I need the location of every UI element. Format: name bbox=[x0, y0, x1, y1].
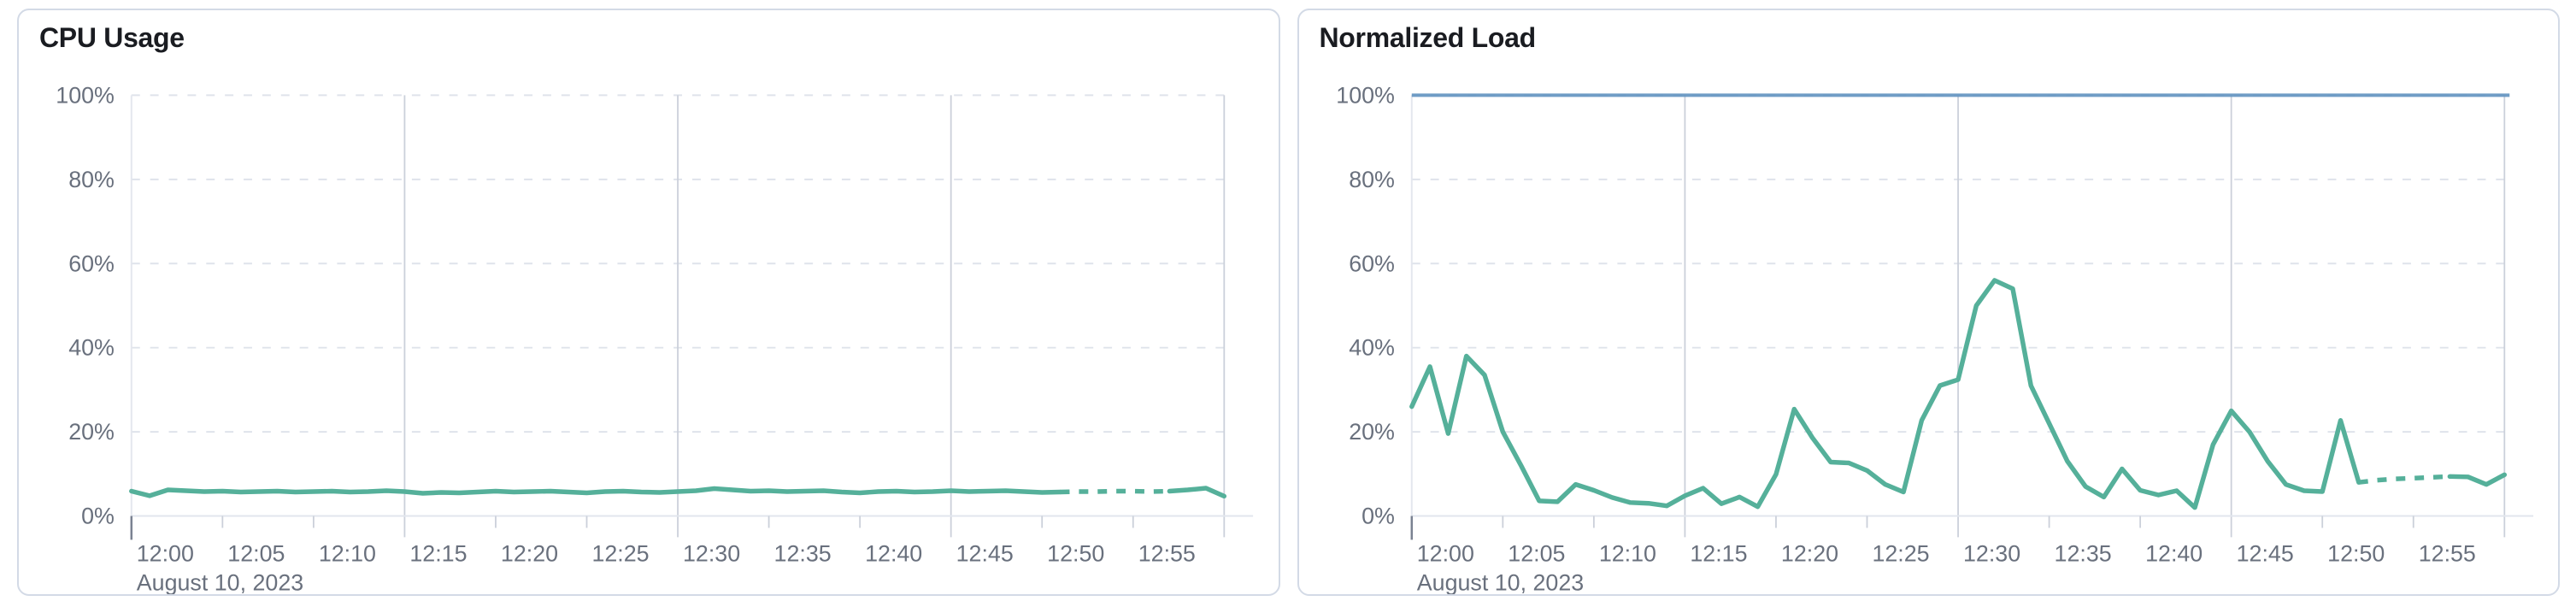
horizontal-gridlines bbox=[1411, 94, 2508, 433]
x-axis-labels: 12:00 12:05 12:10 12:15 12:20 12:25 12:30 12:35… bbox=[137, 541, 1196, 594]
x-axis bbox=[130, 515, 1254, 540]
horizontal-gridlines bbox=[131, 94, 1228, 433]
x-tick-label: 12:25 bbox=[591, 541, 649, 567]
x-tick-label: 12:55 bbox=[1138, 541, 1196, 567]
y-tick-label: 80% bbox=[68, 167, 115, 192]
x-tick-label: 12:45 bbox=[2236, 541, 2293, 567]
x-tick-label: 12:50 bbox=[2327, 541, 2385, 567]
y-tick-label: 0% bbox=[1362, 504, 1395, 529]
cpu-usage-card: CPU Usage 12:00 12:05 12:10 12:15 12:20 12:25… bbox=[17, 9, 1280, 596]
normalized-load-chart[interactable]: 12:00 12:05 12:10 12:15 12:20 12:25 12:30 12:35… bbox=[1299, 10, 2559, 594]
x-tick-label: 12:00 bbox=[1416, 541, 1473, 567]
x-tick-label: 12:35 bbox=[774, 541, 832, 567]
x-tick-label: 12:45 bbox=[956, 541, 1014, 567]
y-tick-label: 20% bbox=[1349, 419, 1395, 445]
x-tick-label: 12:15 bbox=[409, 541, 467, 567]
x-tick-label: 12:30 bbox=[683, 541, 740, 567]
x-tick-label: 12:10 bbox=[1598, 541, 1656, 567]
x-tick-label: 12:25 bbox=[1872, 541, 1929, 567]
y-tick-label: 20% bbox=[68, 419, 115, 445]
normalized-load-line bbox=[1409, 278, 2507, 510]
x-tick-label: 12:05 bbox=[227, 541, 285, 567]
x-axis bbox=[1410, 515, 2533, 540]
x-tick-label: 12:40 bbox=[2145, 541, 2203, 567]
cpu-usage-solid-segment bbox=[129, 486, 1063, 498]
y-tick-label: 80% bbox=[1349, 167, 1395, 192]
x-tick-label: 12:20 bbox=[501, 541, 558, 567]
x-axis-date-label: August 10, 2023 bbox=[1416, 569, 1583, 594]
y-tick-label: 40% bbox=[1349, 335, 1395, 361]
y-tick-label: 40% bbox=[68, 335, 115, 361]
x-tick-label: 12:00 bbox=[137, 541, 194, 567]
y-tick-label: 60% bbox=[68, 250, 115, 276]
y-tick-label: 60% bbox=[1349, 250, 1395, 276]
x-tick-label: 12:40 bbox=[865, 541, 922, 567]
y-axis-labels: 0% 20% 40% 60% 80% 100% bbox=[56, 82, 115, 528]
x-tick-label: 12:50 bbox=[1047, 541, 1104, 567]
x-tick-label: 12:20 bbox=[1780, 541, 1838, 567]
normalized-load-solid-segment bbox=[1409, 278, 2361, 510]
y-axis-labels: 0% 20% 40% 60% 80% 100% bbox=[1336, 82, 1395, 528]
x-tick-label: 12:15 bbox=[1690, 541, 1747, 567]
chart-title: Normalized Load bbox=[1319, 22, 1537, 53]
y-tick-label: 0% bbox=[81, 504, 115, 529]
y-tick-label: 100% bbox=[56, 82, 115, 108]
cpu-usage-line bbox=[129, 486, 1227, 499]
x-tick-label: 12:30 bbox=[1963, 541, 2020, 567]
cpu-usage-chart[interactable]: 12:00 12:05 12:10 12:15 12:20 12:25 12:30 12:35… bbox=[19, 10, 1279, 594]
y-tick-label: 100% bbox=[1336, 82, 1395, 108]
x-tick-label: 12:35 bbox=[2054, 541, 2111, 567]
vertical-gridlines bbox=[403, 95, 1226, 538]
normalized-load-solid-segment bbox=[2447, 472, 2507, 487]
x-tick-label: 12:10 bbox=[319, 541, 376, 567]
vertical-gridlines bbox=[1684, 95, 2505, 538]
normalized-load-card: Normalized Load 12:00 12:05 12:10 12:15 12:2… bbox=[1297, 9, 2560, 596]
x-tick-label: 12:05 bbox=[1508, 541, 1565, 567]
x-axis-labels: 12:00 12:05 12:10 12:15 12:20 12:25 12:30 12:35… bbox=[1416, 541, 2475, 594]
cpu-usage-solid-segment bbox=[1167, 486, 1227, 499]
x-tick-label: 12:55 bbox=[2418, 541, 2475, 567]
normalized-load-dashed-segment bbox=[2357, 474, 2450, 485]
chart-title: CPU Usage bbox=[39, 22, 185, 53]
x-axis-date-label: August 10, 2023 bbox=[137, 569, 303, 594]
